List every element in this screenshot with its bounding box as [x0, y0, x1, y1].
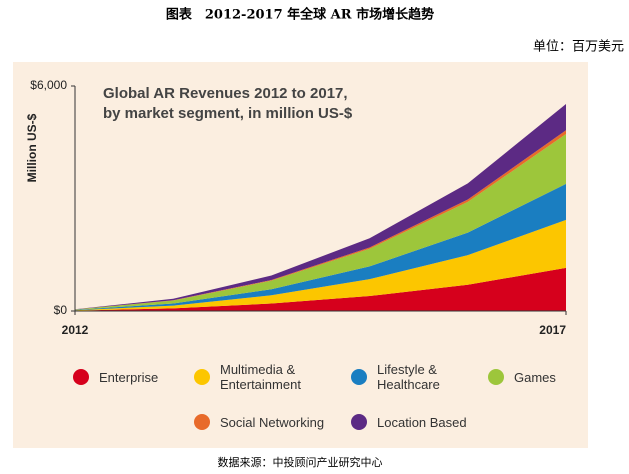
chart-title: by market segment, in million US-$ — [103, 105, 353, 122]
legend-item: Enterprise — [73, 368, 199, 386]
legend-label: Games — [514, 369, 556, 385]
x-tick-label: 2017 — [539, 323, 566, 337]
y-axis-label: Million US-$ — [25, 113, 39, 182]
legend-marker — [73, 369, 89, 385]
area — [75, 183, 566, 311]
legend-label: Social Networking — [220, 414, 325, 430]
area — [75, 267, 566, 311]
legend-marker — [351, 414, 367, 430]
legend-item: Lifestyle & Healthcare — [351, 362, 477, 392]
legend-item: Multimedia & Entertainment — [194, 362, 320, 392]
legend-label: Enterprise — [99, 369, 159, 385]
legend-marker — [194, 414, 210, 430]
chart-title: Global AR Revenues 2012 to 2017, — [103, 85, 348, 102]
area — [75, 134, 566, 310]
legend-marker — [351, 369, 367, 385]
page-title: 图表 2012-2017 年全球 AR 市场增长趋势 — [166, 7, 434, 23]
legend-marker — [488, 369, 504, 385]
legend-item: Location Based — [351, 413, 477, 431]
unit: 单位：百万美元 — [533, 40, 624, 55]
y-tick-label: $6,000 — [30, 78, 67, 92]
legend-label: Lifestyle & Healthcare — [377, 362, 440, 392]
legend-label: Location Based — [377, 414, 467, 430]
legend-label: Multimedia & Entertainment — [220, 362, 301, 392]
x-tick-label: 2012 — [62, 323, 89, 337]
legend-item: Social Networking — [194, 413, 340, 431]
y-tick-label: $0 — [54, 303, 68, 317]
legend-item: Games — [488, 368, 614, 386]
legend-marker — [194, 369, 210, 385]
area — [75, 219, 566, 311]
source: 数据来源：中投顾问产业研究中心 — [218, 455, 383, 469]
